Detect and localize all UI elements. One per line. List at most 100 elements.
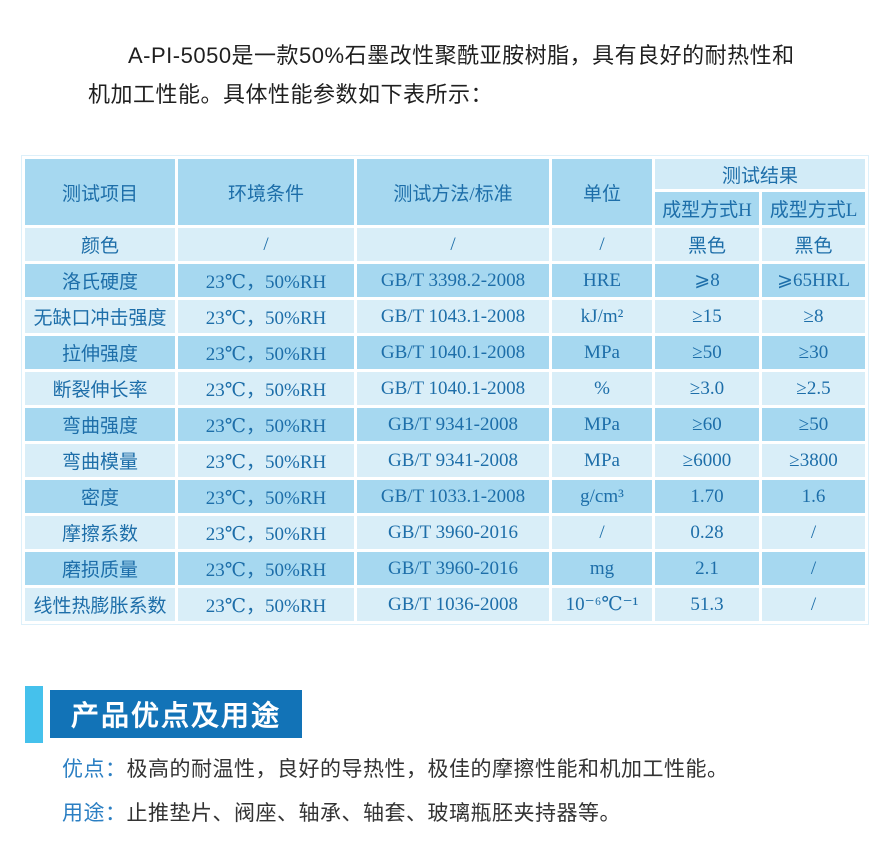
table-cell: 颜色 (25, 228, 175, 261)
table-cell: GB/T 1040.1-2008 (357, 336, 549, 369)
table-cell: mg (552, 552, 652, 585)
table-cell: GB/T 9341-2008 (357, 444, 549, 477)
section-title: 产品优点及用途 (71, 700, 282, 731)
table-cell: 磨损质量 (25, 552, 175, 585)
section-title-banner: 产品优点及用途 (50, 690, 303, 738)
table-cell: 洛氏硬度 (25, 264, 175, 297)
advantages-text: 极高的耐温性，良好的导热性，极佳的摩擦性能和机加工性能。 (126, 758, 729, 781)
intro-line-2: 机加工性能。具体性能参数如下表所示： (88, 82, 494, 107)
table-cell: / (762, 588, 866, 621)
section-header: 产品优点及用途 (25, 686, 885, 743)
table-row-wear-mass: 磨损质量 23℃，50%RH GB/T 3960-2016 mg 2.1 / (25, 552, 866, 585)
table-cell: ≥3.0 (655, 372, 759, 405)
intro-paragraph: A-PI-5050是一款50%石墨改性聚酰亚胺树脂，具有良好的耐热性和 机加工性… (88, 36, 808, 114)
table-cell: 无缺口冲击强度 (25, 300, 175, 333)
table-cell: 弯曲强度 (25, 408, 175, 441)
table-cell: 弯曲模量 (25, 444, 175, 477)
table-cell: GB/T 1040.1-2008 (357, 372, 549, 405)
header-environment: 环境条件 (178, 159, 354, 225)
table-header-row-1: 测试项目 环境条件 测试方法/标准 单位 测试结果 (25, 159, 866, 225)
table-cell: 51.3 (655, 588, 759, 621)
table-cell: 23℃，50%RH (178, 444, 354, 477)
advantages-and-uses: 优点：极高的耐温性，良好的导热性，极佳的摩擦性能和机加工性能。 用途：止推垫片、… (62, 755, 885, 829)
table-header-row-2: 成型方式H 成型方式L (25, 192, 866, 225)
table-cell: g/cm³ (552, 480, 652, 513)
table-cell: ≥30 (762, 336, 866, 369)
table-cell: kJ/m² (552, 300, 652, 333)
table-cell: ≥2.5 (762, 372, 866, 405)
header-result-group: 测试结果 (655, 159, 866, 189)
uses-text: 止推垫片、阀座、轴承、轴套、玻璃瓶胚夹持器等。 (126, 802, 621, 825)
table-cell: 23℃，50%RH (178, 372, 354, 405)
table-cell: / (357, 228, 549, 261)
advantages-line: 优点：极高的耐温性，良好的导热性，极佳的摩擦性能和机加工性能。 (62, 755, 885, 785)
table-cell: ≥15 (655, 300, 759, 333)
table-cell: 摩擦系数 (25, 516, 175, 549)
table-cell: % (552, 372, 652, 405)
table-cell: HRE (552, 264, 652, 297)
table-cell: GB/T 3960-2016 (357, 552, 549, 585)
header-result-h: 成型方式H (655, 192, 759, 225)
table-cell: ≥50 (762, 408, 866, 441)
table-cell: MPa (552, 336, 652, 369)
table-cell: / (552, 516, 652, 549)
table-cell: 1.70 (655, 480, 759, 513)
table-row-friction-coefficient: 摩擦系数 23℃，50%RH GB/T 3960-2016 / 0.28 / (25, 516, 866, 549)
table-cell: 23℃，50%RH (178, 408, 354, 441)
table-cell: ≥3800 (762, 444, 866, 477)
advantages-label: 优点： (62, 758, 127, 781)
table-row-linear-thermal-expansion: 线性热膨胀系数 23℃，50%RH GB/T 1036-2008 10⁻⁶℃⁻¹… (25, 588, 866, 621)
table-row-density: 密度 23℃，50%RH GB/T 1033.1-2008 g/cm³ 1.70… (25, 480, 866, 513)
table-cell: GB/T 9341-2008 (357, 408, 549, 441)
table-cell: ⩾65HRL (762, 264, 866, 297)
table-cell: ⩾8 (655, 264, 759, 297)
table-cell: / (552, 228, 652, 261)
table-cell: 拉伸强度 (25, 336, 175, 369)
table-cell: GB/T 1043.1-2008 (357, 300, 549, 333)
table-cell: GB/T 3398.2-2008 (357, 264, 549, 297)
table-cell: 23℃，50%RH (178, 300, 354, 333)
header-method: 测试方法/标准 (357, 159, 549, 225)
table-row-tensile-strength: 拉伸强度 23℃，50%RH GB/T 1040.1-2008 MPa ≥50 … (25, 336, 866, 369)
table-cell: 23℃，50%RH (178, 480, 354, 513)
table-cell: 断裂伸长率 (25, 372, 175, 405)
table-row-rockwell-hardness: 洛氏硬度 23℃，50%RH GB/T 3398.2-2008 HRE ⩾8 ⩾… (25, 264, 866, 297)
table-cell: ≥8 (762, 300, 866, 333)
table-cell: 23℃，50%RH (178, 516, 354, 549)
table-cell: 0.28 (655, 516, 759, 549)
header-result-l: 成型方式L (762, 192, 866, 225)
table-cell: 2.1 (655, 552, 759, 585)
intro-line-1: A-PI-5050是一款50%石墨改性聚酰亚胺树脂，具有良好的耐热性和 (128, 43, 795, 68)
table-cell: GB/T 3960-2016 (357, 516, 549, 549)
table-cell: / (762, 552, 866, 585)
table-cell: 线性热膨胀系数 (25, 588, 175, 621)
table-cell: 10⁻⁶℃⁻¹ (552, 588, 652, 621)
table-cell: 23℃，50%RH (178, 552, 354, 585)
table-cell: 黑色 (762, 228, 866, 261)
table-row-elongation-at-break: 断裂伸长率 23℃，50%RH GB/T 1040.1-2008 % ≥3.0 … (25, 372, 866, 405)
table-row-color: 颜色 / / / 黑色 黑色 (25, 228, 866, 261)
table-cell: 23℃，50%RH (178, 264, 354, 297)
table-cell: GB/T 1036-2008 (357, 588, 549, 621)
table-row-unnotched-impact: 无缺口冲击强度 23℃，50%RH GB/T 1043.1-2008 kJ/m²… (25, 300, 866, 333)
table-cell: 密度 (25, 480, 175, 513)
table-cell: 23℃，50%RH (178, 336, 354, 369)
table-cell: GB/T 1033.1-2008 (357, 480, 549, 513)
table-cell: / (762, 516, 866, 549)
header-unit: 单位 (552, 159, 652, 225)
table-row-flexural-modulus: 弯曲模量 23℃，50%RH GB/T 9341-2008 MPa ≥6000 … (25, 444, 866, 477)
table-cell: 黑色 (655, 228, 759, 261)
table-cell: ≥50 (655, 336, 759, 369)
accent-bar (25, 686, 43, 743)
table-cell: 23℃，50%RH (178, 588, 354, 621)
uses-label: 用途： (62, 802, 127, 825)
spec-table: 测试项目 环境条件 测试方法/标准 单位 测试结果 成型方式H 成型方式L 颜色… (20, 155, 870, 625)
table-cell: MPa (552, 444, 652, 477)
table-row-flexural-strength: 弯曲强度 23℃，50%RH GB/T 9341-2008 MPa ≥60 ≥5… (25, 408, 866, 441)
table-cell: / (178, 228, 354, 261)
table-cell: 1.6 (762, 480, 866, 513)
header-test-item: 测试项目 (25, 159, 175, 225)
uses-line: 用途：止推垫片、阀座、轴承、轴套、玻璃瓶胚夹持器等。 (62, 799, 885, 829)
table-cell: ≥6000 (655, 444, 759, 477)
table-cell: ≥60 (655, 408, 759, 441)
